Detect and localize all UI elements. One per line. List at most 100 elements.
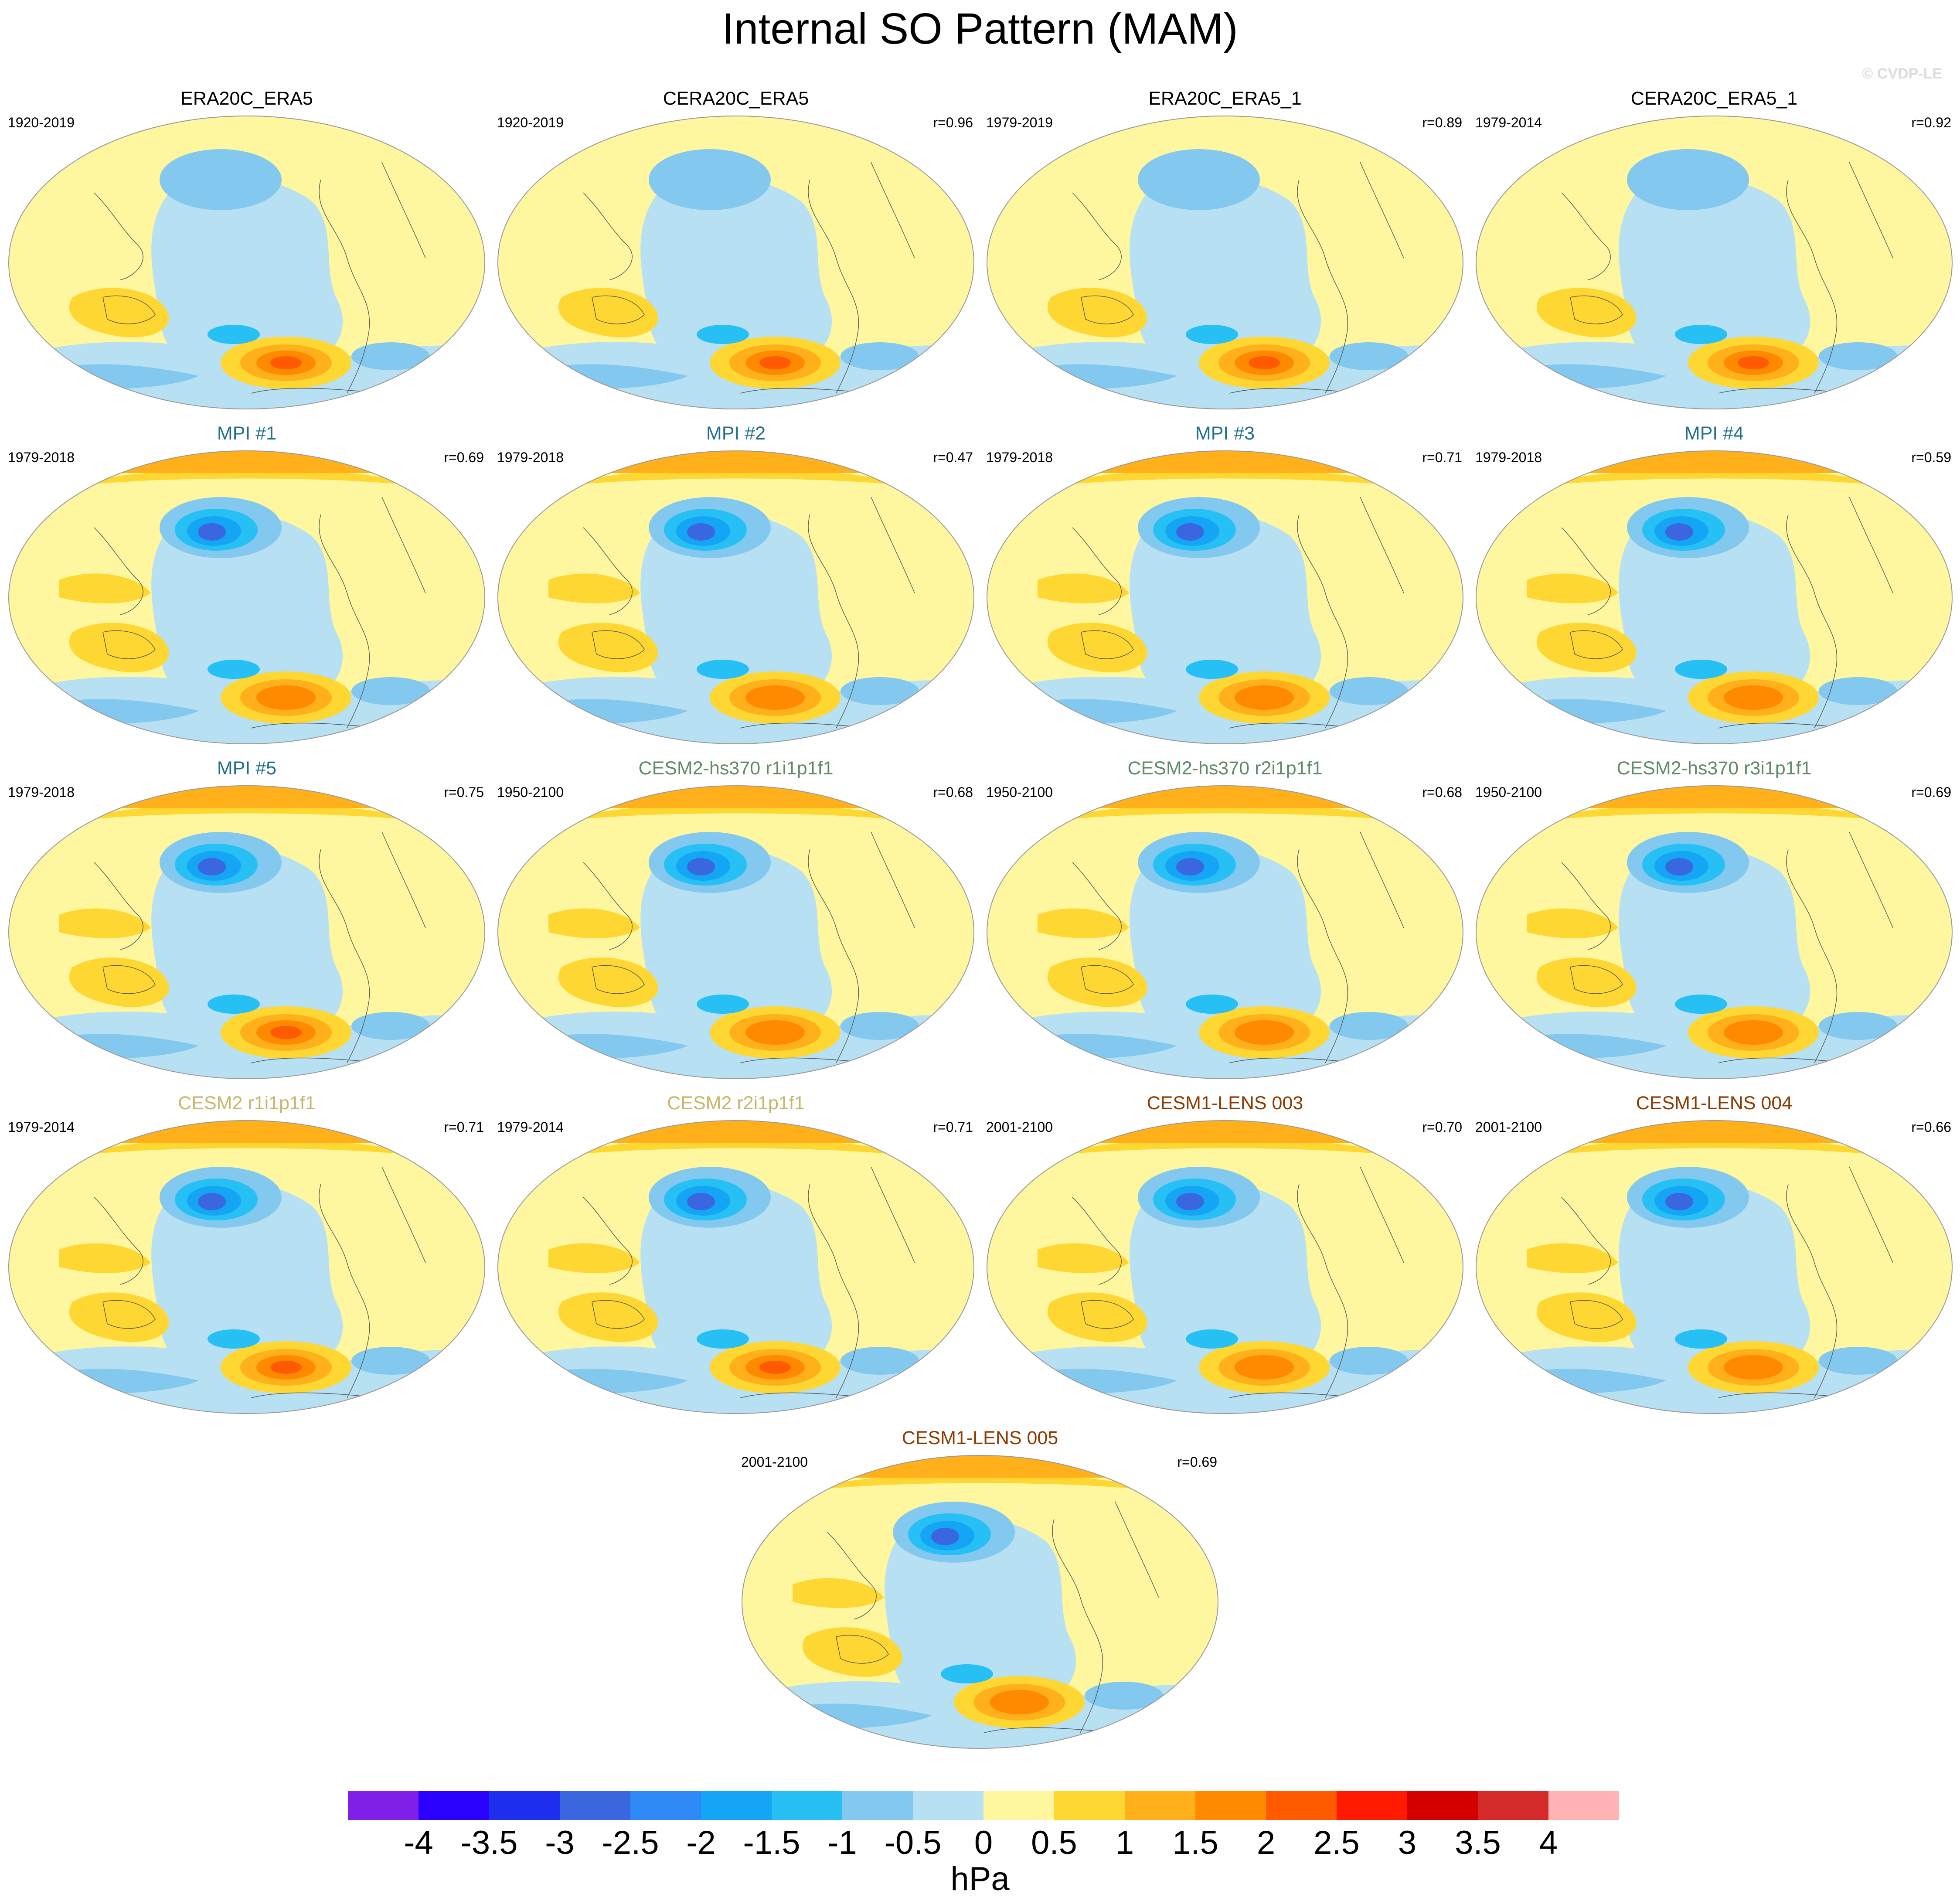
map-panel: CESM2 r2i1p1f1 1979-2014 r=0.71 bbox=[497, 1093, 974, 1414]
positive-anomaly-region bbox=[1038, 908, 1129, 938]
positive-anomaly-region bbox=[548, 804, 923, 823]
colorbar-tick-label: -2.5 bbox=[602, 1824, 659, 1861]
panel-correlation: r=0.96 bbox=[933, 115, 973, 130]
negative-anomaly-region bbox=[1819, 342, 1897, 370]
negative-anomaly-region bbox=[1186, 325, 1238, 344]
colorbar-tick-label: 3 bbox=[1398, 1824, 1416, 1861]
coastline bbox=[1786, 179, 1838, 394]
coastline bbox=[319, 849, 370, 1063]
panel-correlation: r=0.71 bbox=[933, 1119, 973, 1135]
negative-anomaly-region bbox=[931, 1528, 959, 1545]
panel-correlation: r=0.71 bbox=[1422, 450, 1462, 465]
panel-period: 1979-2018 bbox=[497, 450, 564, 465]
colorbar-tick-label: 3.5 bbox=[1455, 1824, 1501, 1861]
coastline bbox=[871, 831, 915, 928]
colorbar-tick-label: -3.5 bbox=[461, 1824, 518, 1861]
panel-title: MPI #5 bbox=[217, 758, 276, 779]
negative-anomaly-region bbox=[664, 161, 747, 203]
panel-correlation: r=0.59 bbox=[1911, 450, 1951, 465]
positive-anomaly-region bbox=[990, 1690, 1049, 1714]
colorbar-tick-label: -0.5 bbox=[885, 1824, 942, 1861]
negative-anomaly-region bbox=[697, 1329, 749, 1349]
panel-title: CESM2-hs370 r2i1p1f1 bbox=[1128, 758, 1323, 779]
coastline bbox=[94, 1197, 143, 1285]
coastline bbox=[319, 179, 370, 394]
panel-title: CESM2-hs370 r3i1p1f1 bbox=[1617, 758, 1812, 779]
coastline bbox=[1081, 965, 1134, 994]
colorbar-tick-label: 0.5 bbox=[1031, 1824, 1077, 1861]
negative-anomaly-region bbox=[1819, 1012, 1897, 1040]
map-panel: ERA20C_ERA5_1 1979-2019 r=0.89 bbox=[986, 88, 1463, 409]
negative-anomaly-region bbox=[1130, 176, 1321, 380]
panel-title: CESM2 r1i1p1f1 bbox=[178, 1093, 316, 1114]
coastline bbox=[1786, 1184, 1838, 1398]
negative-anomaly-region bbox=[1665, 523, 1693, 541]
positive-anomaly-region bbox=[270, 1361, 302, 1374]
colorbar-swatch bbox=[842, 1791, 913, 1820]
negative-anomaly-region bbox=[1665, 1193, 1693, 1210]
colorbar-swatch bbox=[701, 1791, 772, 1820]
panel-correlation: r=0.71 bbox=[444, 1119, 484, 1135]
coastline bbox=[1561, 527, 1611, 615]
panel-title: CERA20C_ERA5_1 bbox=[1631, 88, 1797, 109]
negative-anomaly-region bbox=[1176, 523, 1204, 541]
panel-period: 2001-2100 bbox=[986, 1119, 1053, 1135]
negative-anomaly-region bbox=[351, 677, 430, 705]
map-outline bbox=[1476, 785, 1953, 1079]
map-panel: CESM1-LENS 003 2001-2100 r=0.70 bbox=[986, 1093, 1463, 1414]
colorbar-tick-label: 1.5 bbox=[1172, 1824, 1218, 1861]
map-panel: CESM2 r1i1p1f1 1979-2014 r=0.71 bbox=[8, 1093, 485, 1414]
colorbar-swatch bbox=[560, 1791, 630, 1820]
negative-anomaly-region bbox=[640, 511, 832, 715]
map-outline bbox=[497, 1120, 974, 1414]
colorbar-tick-label: -1.5 bbox=[743, 1824, 800, 1861]
positive-anomaly-region bbox=[1038, 804, 1412, 823]
coastline bbox=[583, 527, 633, 615]
panel-period: 2001-2100 bbox=[741, 1454, 808, 1470]
map-outline bbox=[1476, 450, 1953, 744]
positive-anomaly-region bbox=[270, 1026, 302, 1039]
colorbar-swatch bbox=[913, 1791, 983, 1820]
panel-correlation: r=0.68 bbox=[1422, 784, 1462, 800]
positive-anomaly-region bbox=[59, 908, 151, 938]
map-outline bbox=[1476, 116, 1953, 409]
panel-title: ERA20C_ERA5 bbox=[180, 88, 313, 109]
negative-anomaly-region bbox=[697, 660, 749, 679]
negative-anomaly-region bbox=[1176, 858, 1204, 876]
colorbar-swatch bbox=[348, 1791, 419, 1820]
coastline bbox=[592, 295, 645, 324]
positive-anomaly-region bbox=[548, 573, 640, 603]
map-outline bbox=[8, 785, 485, 1079]
positive-anomaly-region bbox=[69, 288, 169, 337]
map-outline bbox=[8, 450, 485, 744]
coastline bbox=[1561, 862, 1611, 950]
positive-anomaly-region bbox=[59, 804, 434, 823]
coastline bbox=[94, 192, 143, 280]
coastline bbox=[1561, 192, 1611, 280]
coastline bbox=[1072, 192, 1122, 280]
negative-anomaly-region bbox=[941, 1664, 993, 1683]
map-panel: ERA20C_ERA5 1920-2019 bbox=[8, 88, 485, 409]
coastline bbox=[1297, 179, 1348, 394]
panel-title: ERA20C_ERA5_1 bbox=[1148, 88, 1301, 109]
negative-anomaly-region bbox=[1819, 1347, 1897, 1375]
map-outline bbox=[497, 450, 974, 744]
panel-correlation: r=0.75 bbox=[444, 784, 484, 800]
colorbar-tick-label: -3 bbox=[545, 1824, 575, 1861]
map-outline bbox=[987, 785, 1463, 1079]
coastline bbox=[381, 162, 426, 259]
positive-anomaly-region bbox=[59, 573, 151, 603]
positive-anomaly-region bbox=[1724, 1355, 1783, 1380]
negative-anomaly-region bbox=[840, 677, 919, 705]
positive-anomaly-region bbox=[1724, 685, 1783, 710]
negative-anomaly-region bbox=[208, 1329, 260, 1349]
map-panel: MPI #2 1979-2018 r=0.47 bbox=[497, 423, 974, 744]
map-panel: CESM2-hs370 r2i1p1f1 1950-2100 r=0.68 bbox=[986, 758, 1463, 1079]
negative-anomaly-region bbox=[1130, 511, 1321, 715]
positive-anomaly-region bbox=[1047, 957, 1147, 1007]
coastline bbox=[1849, 1166, 1893, 1263]
negative-anomaly-region bbox=[1153, 161, 1236, 203]
coastline bbox=[102, 295, 156, 324]
negative-anomaly-region bbox=[198, 858, 226, 876]
positive-anomaly-region bbox=[270, 356, 302, 369]
